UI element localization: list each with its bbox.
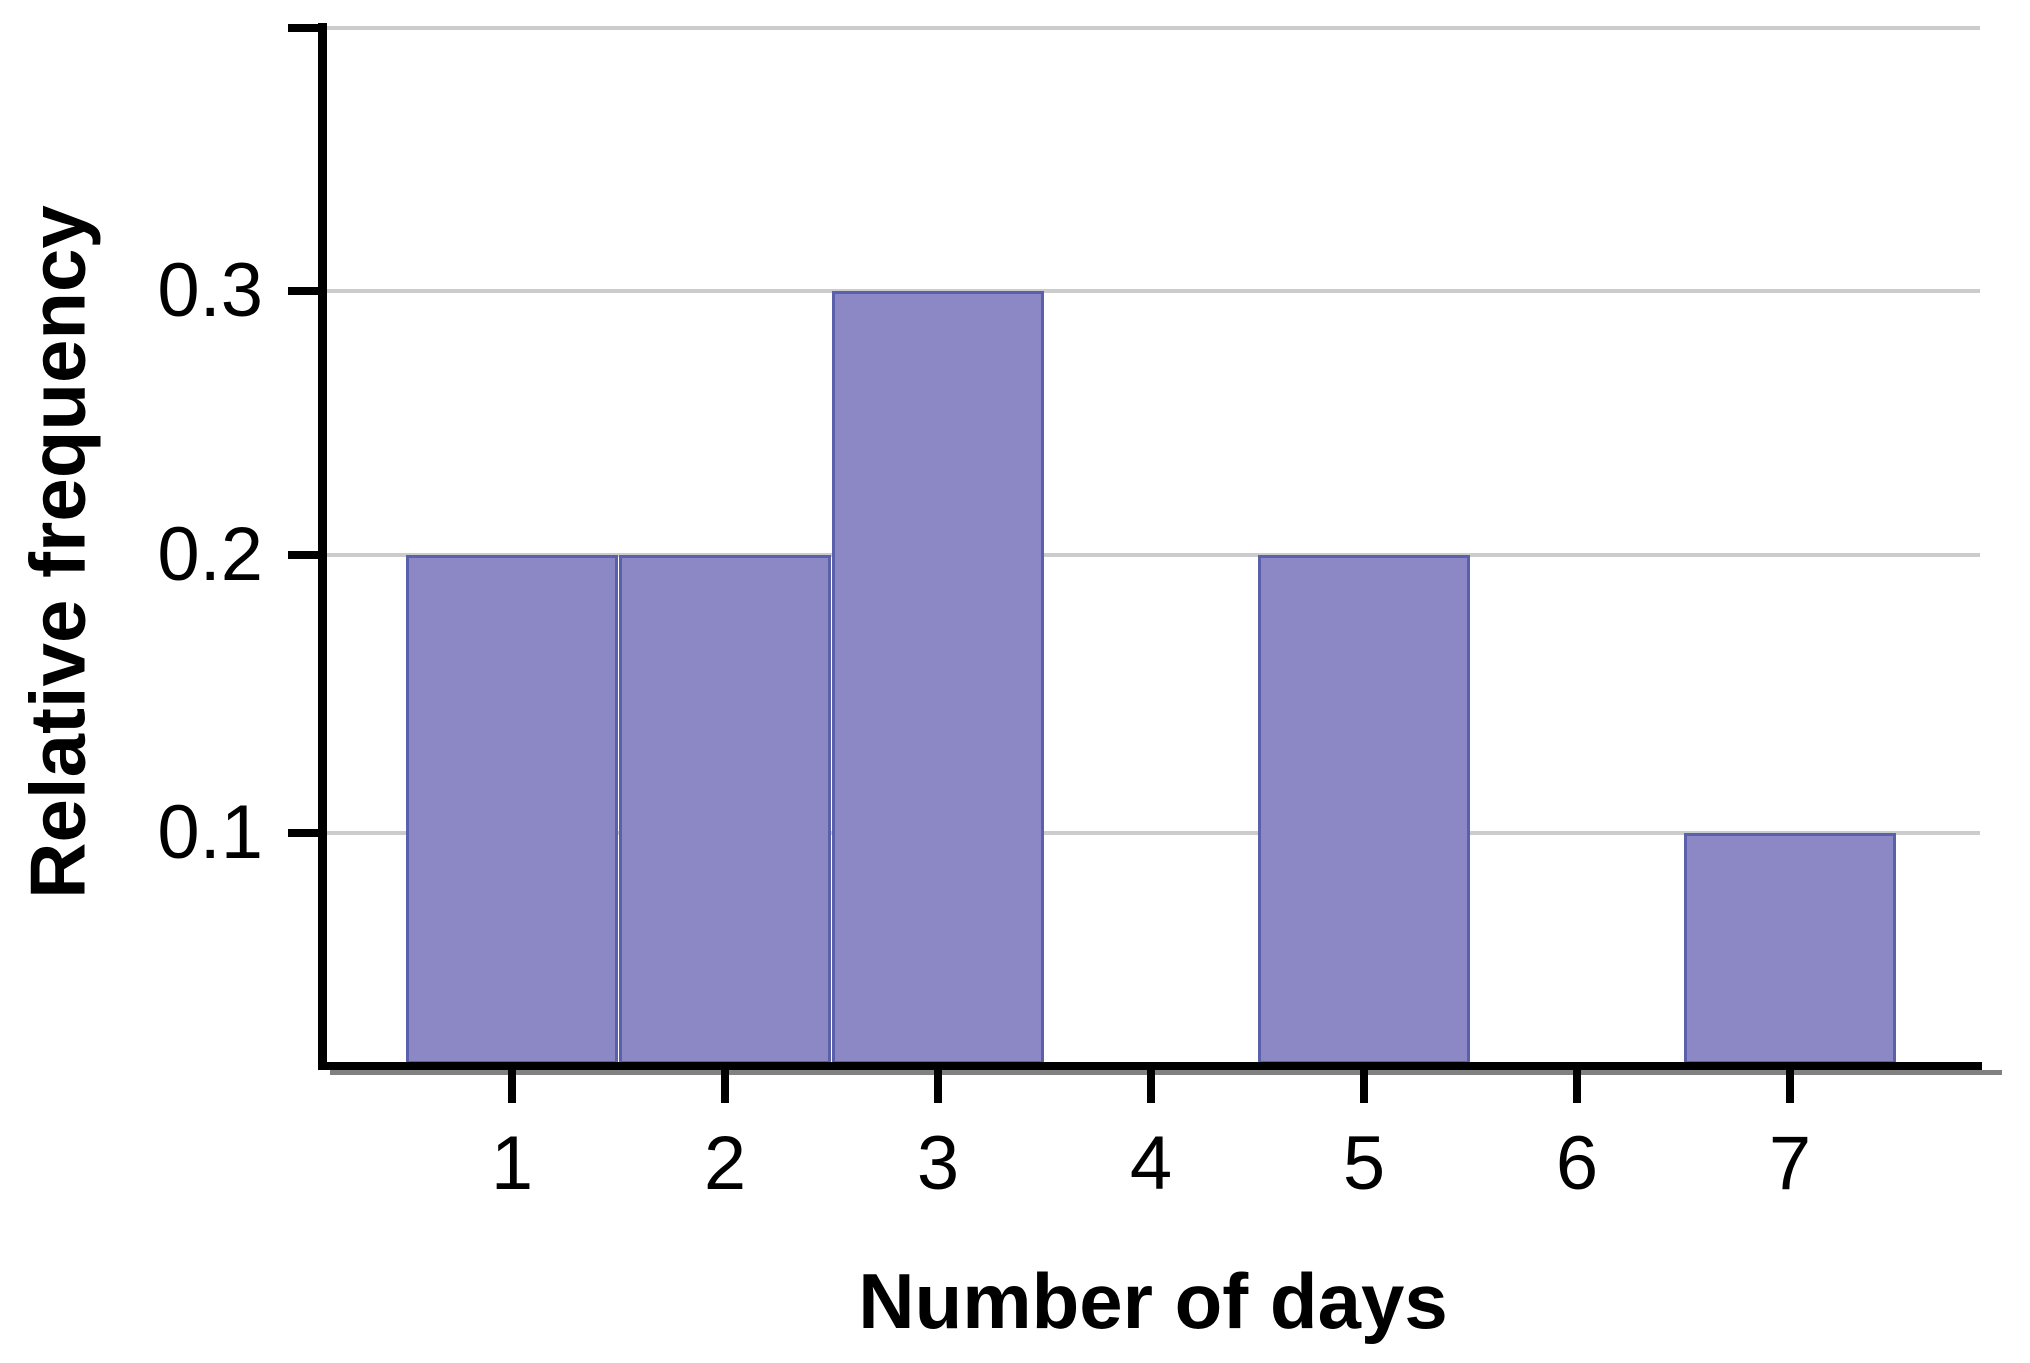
- x-tick-label: 7: [1768, 1121, 1812, 1206]
- bar: [1258, 555, 1470, 1064]
- x-tick-label: 5: [1342, 1121, 1386, 1206]
- y-tick-label: 0.2: [157, 512, 263, 597]
- bar: [619, 555, 831, 1064]
- x-tick-label: 3: [916, 1121, 960, 1206]
- x-tick: [1573, 1070, 1581, 1103]
- y-tick: [288, 24, 327, 32]
- y-gridline: [327, 289, 1980, 293]
- y-tick-label: 0.3: [157, 248, 263, 333]
- y-gridline: [327, 553, 1980, 557]
- x-tick: [1360, 1070, 1368, 1103]
- y-gridline: [327, 26, 1980, 30]
- bar: [832, 291, 1044, 1064]
- x-tick: [1786, 1070, 1794, 1103]
- x-axis-title: Number of days: [858, 1257, 1448, 1345]
- x-tick-label: 4: [1129, 1121, 1173, 1206]
- x-tick: [508, 1070, 516, 1103]
- bar: [406, 555, 618, 1064]
- y-tick: [288, 551, 327, 559]
- x-axis-line: [318, 1062, 1982, 1070]
- x-tick-label: 2: [703, 1121, 747, 1206]
- y-tick: [288, 287, 327, 295]
- x-axis-shadow: [330, 1070, 2002, 1075]
- x-tick-label: 1: [490, 1121, 534, 1206]
- y-axis-title: Relative frequency: [13, 205, 102, 899]
- x-tick: [934, 1070, 942, 1103]
- y-tick: [288, 829, 327, 837]
- x-tick: [721, 1070, 729, 1103]
- y-axis-line: [318, 23, 327, 1070]
- bar: [1684, 833, 1896, 1064]
- y-tick-label: 0.1: [157, 790, 263, 875]
- y-gridline: [327, 831, 1980, 835]
- x-tick: [1147, 1070, 1155, 1103]
- x-tick-label: 6: [1555, 1121, 1599, 1206]
